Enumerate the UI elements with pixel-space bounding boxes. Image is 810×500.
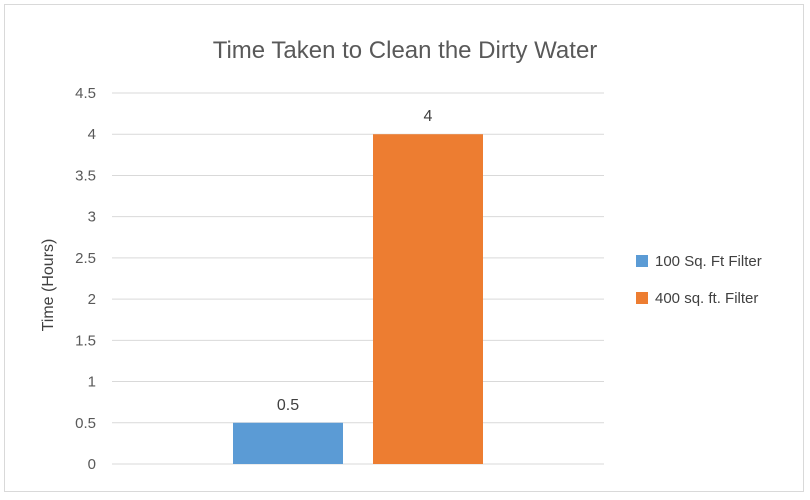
y-tick-label: 3 [88,209,96,226]
y-tick-label: 0.5 [75,415,96,432]
y-axis-label: Time (Hours) [40,239,57,332]
y-tick-label: 2.5 [75,250,96,267]
legend-swatch [636,255,648,267]
y-tick-label: 1.5 [75,332,96,349]
data-label: 4 [424,108,433,125]
y-tick-label: 3.5 [75,167,96,184]
y-tick-label: 4.5 [75,85,96,102]
legend-swatch [636,292,648,304]
legend-label: 100 Sq. Ft Filter [655,253,762,270]
gridlines [112,92,604,465]
chart-title: Time Taken to Clean the Dirty Water [213,37,598,64]
bar [233,422,343,464]
bars [233,134,483,464]
bar [373,134,483,464]
legend-label: 400 sq. ft. Filter [655,290,758,307]
data-label: 0.5 [277,397,299,414]
y-tick-label: 0 [88,456,96,473]
y-tick-label: 4 [88,126,96,143]
data-labels: 0.54 [277,108,433,414]
y-tick-label: 2 [88,291,96,308]
y-tick-label: 1 [88,374,96,391]
legend: 100 Sq. Ft Filter 400 sq. ft. Filter [636,253,762,307]
y-axis-ticks: 0 0.5 1 1.5 2 2.5 3 3.5 4 4.5 [75,85,96,473]
